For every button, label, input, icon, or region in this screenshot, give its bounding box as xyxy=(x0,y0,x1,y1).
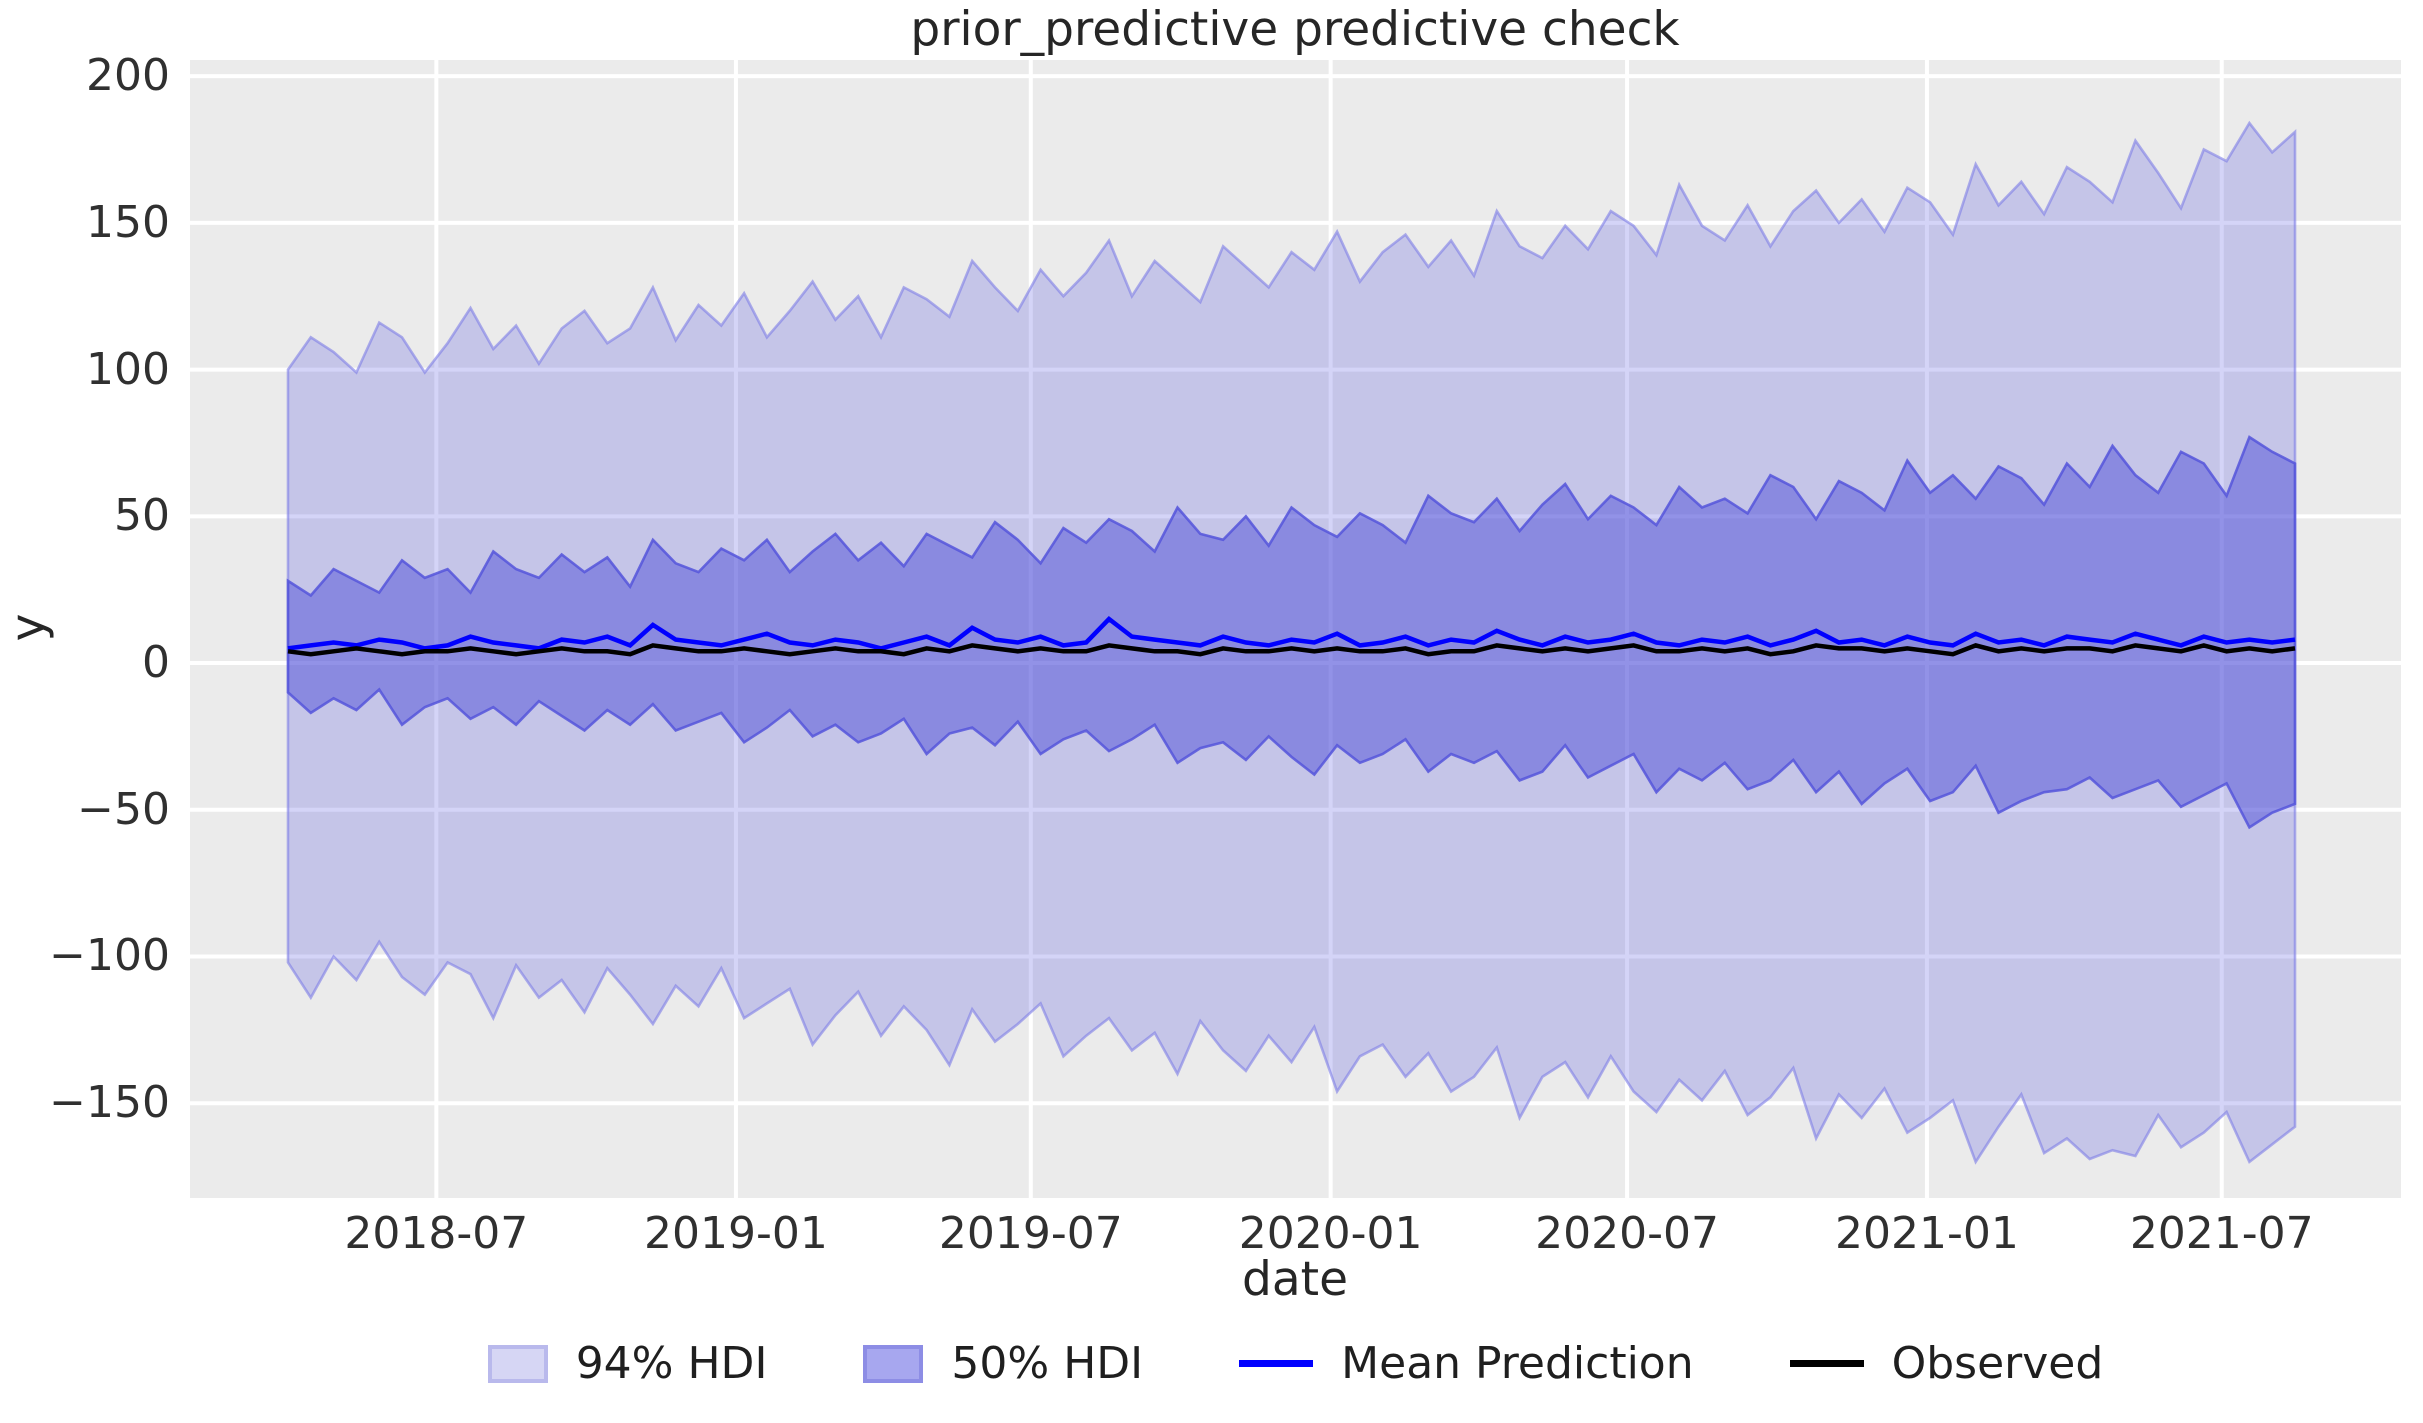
y-tick-label: −150 xyxy=(49,1077,170,1129)
hdi-94-swatch-icon xyxy=(487,1344,548,1383)
legend-item-observed: Observed xyxy=(1789,1338,2104,1389)
hdi-50-swatch-icon xyxy=(863,1344,924,1383)
y-tick-label: −50 xyxy=(77,783,170,835)
y-tick-label: 150 xyxy=(86,196,170,248)
y-tick-label: 50 xyxy=(114,490,170,542)
x-tick-label: 2018-07 xyxy=(344,1208,529,1259)
y-tick-label: 100 xyxy=(86,343,170,395)
x-tick-label: 2019-07 xyxy=(938,1208,1123,1259)
legend-item-50-hdi: 50% HDI xyxy=(863,1338,1143,1389)
x-tick-label: 2020-07 xyxy=(1535,1208,1719,1259)
x-tick-label: 2021-01 xyxy=(1834,1208,2019,1259)
legend-label: 50% HDI xyxy=(951,1338,1144,1389)
observed-line xyxy=(287,643,2296,657)
horizontal-gridlines xyxy=(190,74,2401,1106)
x-tick-label: 2020-01 xyxy=(1238,1208,1423,1259)
legend-item-mean-prediction: Mean Prediction xyxy=(1239,1338,1694,1389)
x-tick-label: 2019-01 xyxy=(644,1208,828,1259)
y-tick-label: 0 xyxy=(142,637,170,689)
x-tick-label: 2021-07 xyxy=(2129,1208,2314,1259)
x-axis-label: date xyxy=(1242,1252,1348,1307)
hdi-50-band xyxy=(286,435,2297,830)
legend: 94% HDI 50% HDI Mean Prediction Observed xyxy=(190,1338,2401,1389)
mean-line-swatch-icon xyxy=(1239,1360,1314,1367)
legend-label: 94% HDI xyxy=(575,1338,768,1389)
y-tick-label: −100 xyxy=(49,930,170,982)
legend-item-94-hdi: 94% HDI xyxy=(487,1338,768,1389)
chart-title: prior_predictive predictive check xyxy=(910,2,1680,57)
legend-label: Mean Prediction xyxy=(1341,1338,1694,1389)
legend-label: Observed xyxy=(1891,1338,2104,1389)
observed-line-swatch-icon xyxy=(1789,1360,1864,1367)
mean-prediction-line xyxy=(287,615,2296,651)
y-tick-label: 200 xyxy=(86,50,170,102)
